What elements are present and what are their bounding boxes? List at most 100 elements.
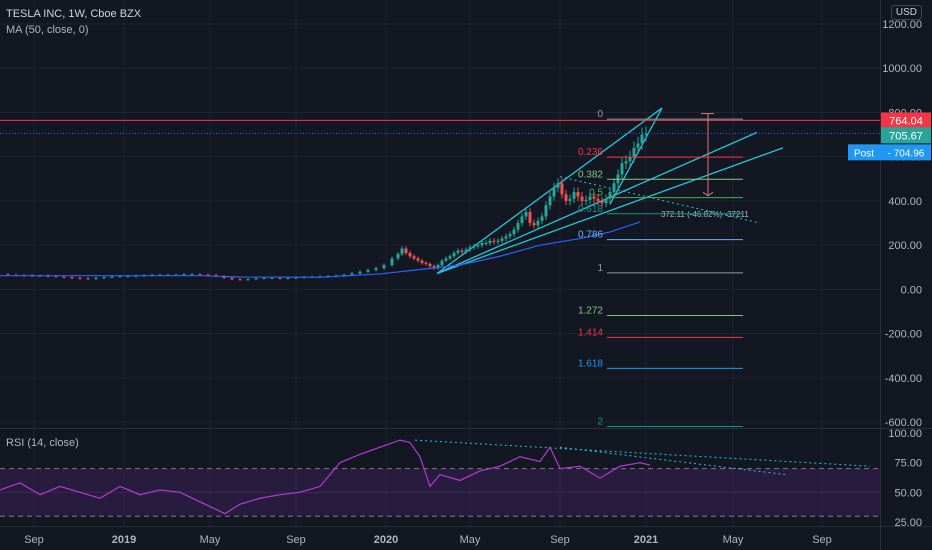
- time-axis[interactable]: Sep 2019 May Sep 2020 May Sep 2021 May Sep: [24, 534, 832, 546]
- candle-body[interactable]: [294, 277, 298, 279]
- candle-body[interactable]: [460, 250, 464, 252]
- candle-body[interactable]: [54, 276, 58, 278]
- candle-body[interactable]: [382, 265, 386, 269]
- measure-arrow-head[interactable]: [702, 191, 714, 197]
- candle-body[interactable]: [278, 277, 282, 279]
- trend-line[interactable]: [436, 131, 758, 275]
- candle-body[interactable]: [488, 240, 492, 243]
- candle-body[interactable]: [342, 274, 346, 276]
- candle-body[interactable]: [440, 260, 444, 266]
- candle-body[interactable]: [432, 266, 436, 269]
- candle-body[interactable]: [396, 254, 400, 259]
- candle-body[interactable]: [528, 212, 532, 224]
- candle-body[interactable]: [452, 252, 456, 257]
- candle-body[interactable]: [182, 274, 186, 276]
- candle-body[interactable]: [70, 277, 74, 279]
- candle-body[interactable]: [102, 277, 106, 279]
- candle-body[interactable]: [520, 216, 524, 224]
- candle-body[interactable]: [262, 277, 266, 279]
- candle-body[interactable]: [6, 274, 10, 276]
- candle-body[interactable]: [436, 265, 440, 269]
- candle-body[interactable]: [556, 183, 560, 188]
- candle-body[interactable]: [476, 245, 480, 247]
- candle-body[interactable]: [644, 133, 648, 135]
- candle-body[interactable]: [350, 273, 354, 275]
- rsi-indicator-label[interactable]: RSI (14, close): [6, 437, 79, 449]
- candle-body[interactable]: [608, 192, 612, 199]
- candle-body[interactable]: [428, 263, 432, 267]
- candle-body[interactable]: [636, 143, 640, 148]
- candle-body[interactable]: [612, 183, 616, 193]
- fibonacci-retracement[interactable]: 0 0.236 0.382 0.5 0.618 0.786 1 1.272 1.414 1.618…: [578, 109, 743, 428]
- candle-body[interactable]: [560, 183, 564, 195]
- candle-body[interactable]: [424, 262, 428, 264]
- candle-body[interactable]: [480, 242, 484, 246]
- candle-body[interactable]: [552, 187, 556, 197]
- rsi-line[interactable]: [0, 439, 651, 515]
- candle-body[interactable]: [604, 198, 608, 204]
- candle-body[interactable]: [492, 240, 496, 242]
- candle-body[interactable]: [190, 274, 194, 276]
- candle-body[interactable]: [640, 134, 644, 144]
- candle-body[interactable]: [512, 229, 516, 235]
- candle-body[interactable]: [628, 156, 632, 162]
- trend-line[interactable]: [609, 107, 663, 205]
- candle-body[interactable]: [548, 196, 552, 206]
- candle-body[interactable]: [472, 246, 476, 248]
- candlestick-series[interactable]: [6, 126, 648, 281]
- candle-body[interactable]: [620, 163, 624, 175]
- candle-body[interactable]: [464, 249, 468, 252]
- candle-body[interactable]: [588, 196, 592, 200]
- candle-body[interactable]: [412, 256, 416, 259]
- candle-body[interactable]: [468, 247, 472, 250]
- candle-body[interactable]: [270, 277, 274, 279]
- candle-body[interactable]: [94, 277, 98, 279]
- candle-body[interactable]: [206, 274, 210, 276]
- ma50-line[interactable]: [0, 221, 641, 278]
- rsi-divergence-line[interactable]: [414, 439, 871, 467]
- currency-button[interactable]: USD: [890, 5, 922, 20]
- candle-body[interactable]: [496, 240, 500, 242]
- price-axis[interactable]: 1200.001000.00800.00600.00400.00200.000.…: [882, 19, 922, 429]
- candle-body[interactable]: [532, 223, 536, 226]
- candle-body[interactable]: [580, 196, 584, 201]
- candle-body[interactable]: [504, 236, 508, 239]
- candle-body[interactable]: [404, 248, 408, 253]
- candle-body[interactable]: [374, 268, 378, 270]
- rsi-series[interactable]: [0, 439, 651, 515]
- candle-body[interactable]: [500, 238, 504, 241]
- candle-body[interactable]: [600, 200, 604, 204]
- candle-body[interactable]: [110, 276, 114, 278]
- rsi-axis[interactable]: 100.00 75.00 50.00 25.00: [888, 428, 922, 529]
- candle-body[interactable]: [508, 234, 512, 237]
- candle-body[interactable]: [632, 147, 636, 157]
- candle-body[interactable]: [198, 274, 202, 276]
- candle-body[interactable]: [516, 223, 520, 230]
- candle-body[interactable]: [416, 258, 420, 261]
- ma-indicator-label[interactable]: MA (50, close, 0): [6, 24, 89, 36]
- candle-body[interactable]: [544, 205, 548, 217]
- candle-body[interactable]: [366, 269, 370, 272]
- candle-body[interactable]: [540, 216, 544, 221]
- candle-body[interactable]: [62, 276, 66, 278]
- candle-body[interactable]: [246, 279, 250, 281]
- candle-body[interactable]: [230, 277, 234, 280]
- symbol-title[interactable]: TESLA INC, 1W, Cboe BZX: [6, 8, 142, 20]
- candle-body[interactable]: [444, 258, 448, 261]
- dotted-trend-line[interactable]: [559, 176, 761, 224]
- candle-body[interactable]: [78, 277, 82, 279]
- trend-line[interactable]: [436, 147, 784, 275]
- candle-body[interactable]: [584, 199, 588, 201]
- candle-body[interactable]: [484, 242, 488, 244]
- drawing-tools[interactable]: 372.11 (-46.82%) -37211: [0, 107, 880, 476]
- candle-body[interactable]: [596, 198, 600, 201]
- candle-body[interactable]: [420, 260, 424, 263]
- candle-body[interactable]: [126, 276, 130, 278]
- candle-body[interactable]: [576, 192, 580, 197]
- candle-body[interactable]: [286, 277, 290, 279]
- candle-body[interactable]: [572, 192, 576, 199]
- candle-body[interactable]: [238, 279, 242, 281]
- moving-average-series[interactable]: [0, 221, 641, 278]
- candle-body[interactable]: [400, 248, 404, 255]
